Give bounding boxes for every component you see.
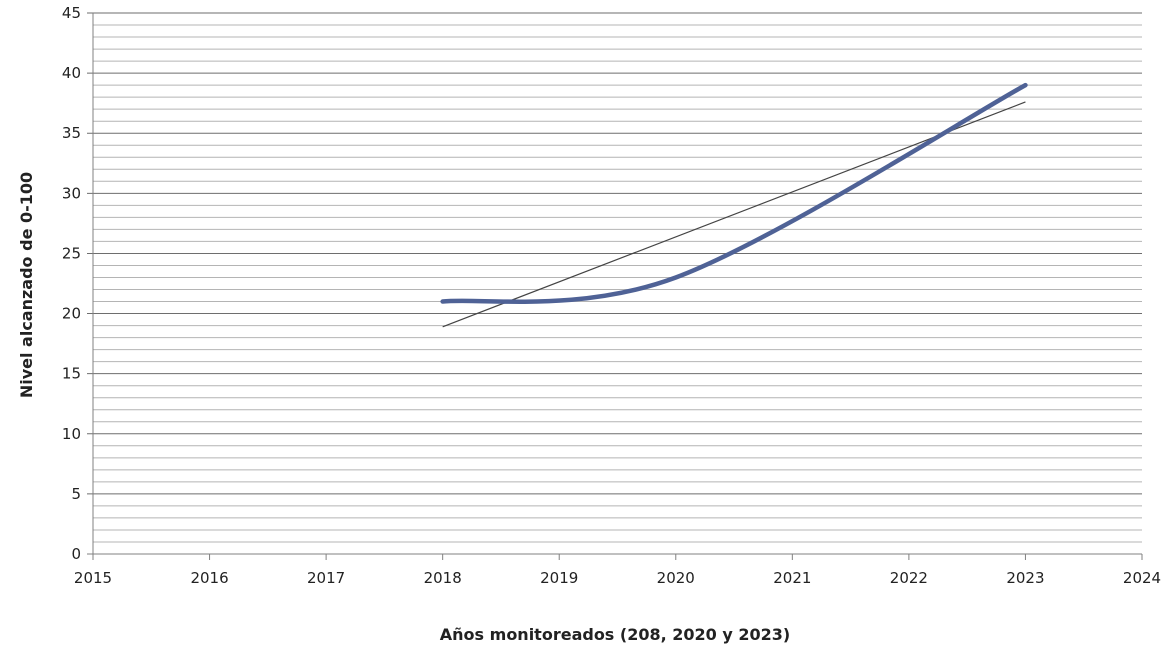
y-tick-labels: 0 5 10 15 20 25 30 35 40 45 [62, 4, 81, 563]
x-tick-label: 2021 [773, 569, 811, 587]
major-grid [87, 12, 1142, 495]
y-tick-label: 15 [62, 365, 81, 383]
x-tick-label: 2018 [424, 569, 462, 587]
axes [87, 13, 1142, 560]
minor-grid [93, 24, 1142, 543]
y-axis-title: Nivel alcanzado de 0-100 [17, 172, 36, 398]
y-tick-label: 30 [62, 184, 81, 202]
x-tick-label: 2017 [307, 569, 345, 587]
y-tick-label: 45 [62, 4, 81, 22]
x-tick-label: 2015 [74, 569, 112, 587]
y-tick-label: 10 [62, 425, 81, 443]
y-tick-label: 0 [71, 545, 81, 563]
x-tick-label: 2020 [657, 569, 695, 587]
x-tick-label: 2023 [1006, 569, 1044, 587]
x-tick-label: 2016 [190, 569, 228, 587]
x-tick-labels: 2015 2016 2017 2018 2019 2020 2021 2022 2023 2024 [74, 554, 1161, 587]
x-tick-label: 2024 [1123, 569, 1161, 587]
y-tick-label: 20 [62, 305, 81, 323]
y-tick-label: 40 [62, 64, 81, 82]
y-tick-label: 25 [62, 244, 81, 262]
x-tick-label: 2019 [540, 569, 578, 587]
trendline [442, 101, 1026, 328]
series-line [440, 82, 1028, 304]
y-tick-label: 5 [71, 485, 81, 503]
y-tick-label: 35 [62, 124, 81, 142]
x-axis-title: Años monitoreados (208, 2020 y 2023) [440, 625, 790, 644]
series-layer [440, 82, 1028, 328]
x-tick-label: 2022 [890, 569, 928, 587]
